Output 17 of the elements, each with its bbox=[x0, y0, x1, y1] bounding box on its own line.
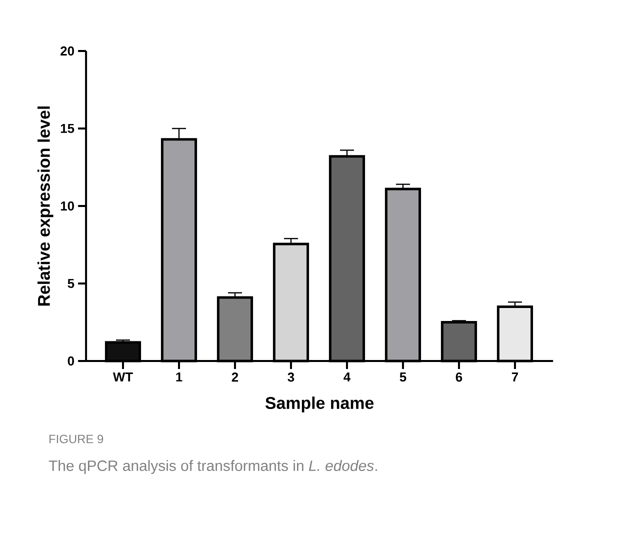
caption: FIGURE 9 bbox=[50, 434, 104, 444]
text: The qPCR analysis of transformants in L. edodes. bbox=[48, 460, 377, 474]
x-tick-label: 6 bbox=[456, 372, 462, 382]
x-axis-title: Sample name bbox=[265, 396, 374, 412]
x-tick-label: 5 bbox=[400, 372, 406, 382]
y-tick-label: 0 bbox=[68, 356, 74, 366]
x-tick-label: WT bbox=[112, 372, 133, 382]
y-tick-label: 15 bbox=[60, 124, 74, 134]
x-tick-label: 3 bbox=[288, 372, 294, 382]
y-tick-label: 20 bbox=[60, 46, 74, 56]
x-tick-label: 2 bbox=[232, 372, 238, 382]
x-tick-label: 1 bbox=[176, 372, 182, 382]
x-tick-label: 7 bbox=[512, 372, 518, 382]
x-tick-label: 4 bbox=[344, 372, 351, 382]
y-axis-title: Relative expression level bbox=[37, 106, 54, 306]
y-tick-label: 10 bbox=[60, 201, 74, 211]
y-tick-label: 5 bbox=[68, 278, 74, 288]
